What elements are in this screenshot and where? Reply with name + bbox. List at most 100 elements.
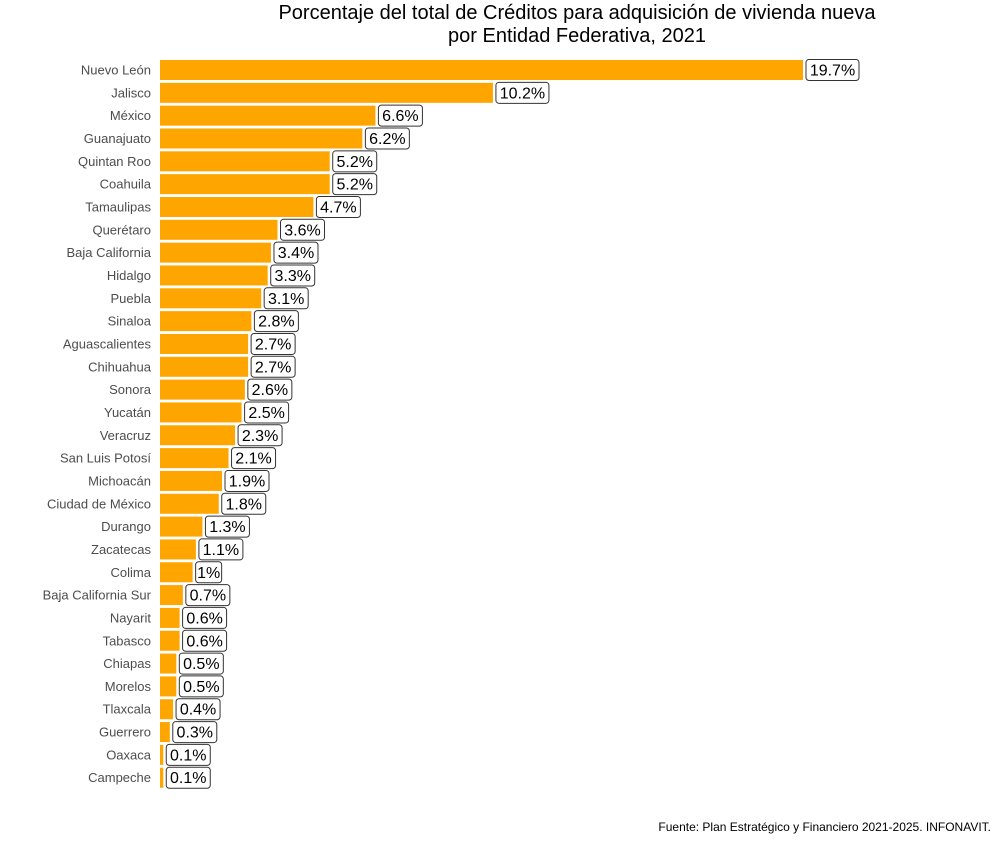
value-label: 2.7% <box>250 355 296 378</box>
value-label-text: 0.3% <box>177 725 213 742</box>
category-label: Quintan Roo <box>78 154 151 169</box>
value-label-text: 0.5% <box>183 679 219 696</box>
value-label-box <box>250 332 296 355</box>
value-label: 5.2% <box>332 150 378 173</box>
value-label: 19.7% <box>805 59 860 81</box>
bar <box>160 174 330 195</box>
value-label: 6.6% <box>377 104 423 127</box>
value-label-text: 2.5% <box>248 405 284 422</box>
bar <box>160 744 164 765</box>
category-label: Tamaulipas <box>85 199 151 214</box>
bar <box>160 585 183 606</box>
value-label: 0.1% <box>165 766 211 789</box>
value-labels: 19.7% 10.2% 6.6% 6.2% 5.2% 5.2% 4.7%3.6% 3.4% 3.… <box>165 59 860 789</box>
bar <box>160 425 236 446</box>
bar <box>160 356 249 377</box>
value-label-box <box>364 127 410 150</box>
value-label: 1.3% <box>204 515 250 538</box>
value-label: 0.1% <box>165 743 211 766</box>
value-label: 0.7% <box>185 584 231 607</box>
value-label-text: 3.6% <box>284 222 320 239</box>
value-label-box <box>175 698 221 721</box>
value-label-text: 3.1% <box>268 291 304 308</box>
value-label-text: 0.1% <box>170 770 206 787</box>
category-label: Morelos <box>105 679 152 694</box>
value-label-box <box>247 378 293 401</box>
bar <box>160 470 223 491</box>
value-label-box <box>178 675 224 698</box>
value-label-text: 1.3% <box>209 519 245 536</box>
value-label-box <box>332 173 378 196</box>
value-label-text: 0.4% <box>180 702 216 719</box>
source-caption: Fuente: Plan Estratégico y Financiero 20… <box>658 820 991 834</box>
category-label: Baja California <box>66 245 151 260</box>
category-label: Chiapas <box>103 656 151 671</box>
value-label-box <box>280 218 326 241</box>
category-label: Puebla <box>111 291 152 306</box>
bar <box>160 105 376 126</box>
value-label-box <box>244 401 290 424</box>
bar <box>160 539 196 560</box>
value-label-box <box>231 447 277 470</box>
category-label: Oaxaca <box>106 747 152 762</box>
value-label: 2.6% <box>247 378 293 401</box>
value-label-text: 6.6% <box>382 108 418 125</box>
value-label: 1.1% <box>198 538 244 561</box>
bar <box>160 219 278 240</box>
value-label-text: 2.7% <box>255 359 291 376</box>
value-label-text: 3.3% <box>274 268 310 285</box>
bar <box>160 516 203 537</box>
value-label: 3.6% <box>280 218 326 241</box>
value-label-text: 1.8% <box>226 496 262 513</box>
value-label-box <box>204 515 250 538</box>
value-label: 2.8% <box>253 310 299 333</box>
category-label: Baja California Sur <box>43 588 152 603</box>
value-label-box <box>250 355 296 378</box>
value-label-box <box>377 104 423 127</box>
value-label: 0.6% <box>182 629 228 652</box>
category-label: Guanajuato <box>84 131 151 146</box>
category-label: Tlaxcala <box>103 702 152 717</box>
category-label: Aguascalientes <box>63 336 152 351</box>
value-label-box <box>263 287 309 310</box>
value-label-box <box>253 310 299 333</box>
value-label: 6.2% <box>364 127 410 150</box>
value-label-box <box>270 264 316 287</box>
bar <box>160 767 164 788</box>
value-label-text: 0.1% <box>170 747 206 764</box>
value-label-box <box>315 195 361 218</box>
category-label: Querétaro <box>92 222 151 237</box>
category-label: Yucatán <box>104 405 151 420</box>
bar <box>160 630 180 651</box>
value-label-box <box>172 721 218 744</box>
category-label: México <box>110 108 151 123</box>
value-label-text: 3.4% <box>278 245 314 262</box>
category-label: Hidalgo <box>107 268 151 283</box>
bar <box>160 265 268 286</box>
bar <box>160 333 249 354</box>
value-label-text: 5.2% <box>336 154 372 171</box>
category-label: Colima <box>111 565 152 580</box>
value-label-box <box>182 606 228 629</box>
chart-title-line-2: por Entidad Federativa, 2021 <box>448 25 706 47</box>
category-label: Campeche <box>88 770 151 785</box>
bar <box>160 722 170 743</box>
category-label: Guerrero <box>99 725 151 740</box>
bar <box>160 242 271 263</box>
value-label-text: 0.6% <box>186 610 222 627</box>
bar <box>160 402 242 423</box>
category-label: Nuevo León <box>81 63 151 78</box>
value-label: 3.4% <box>273 241 319 264</box>
value-label-box <box>273 241 319 264</box>
value-label-text: 1.1% <box>203 542 239 559</box>
value-label-text: 2.6% <box>252 382 288 399</box>
value-label-text: 0.6% <box>186 633 222 650</box>
value-label-text: 2.3% <box>242 428 278 445</box>
bar <box>160 676 177 697</box>
value-label: 4.7% <box>315 195 361 218</box>
value-label-text: 2.1% <box>235 451 271 468</box>
chart-title-line-1: Porcentaje del total de Créditos para ad… <box>278 2 876 24</box>
value-label-text: 4.7% <box>320 199 356 216</box>
value-label: 0.5% <box>178 675 224 698</box>
